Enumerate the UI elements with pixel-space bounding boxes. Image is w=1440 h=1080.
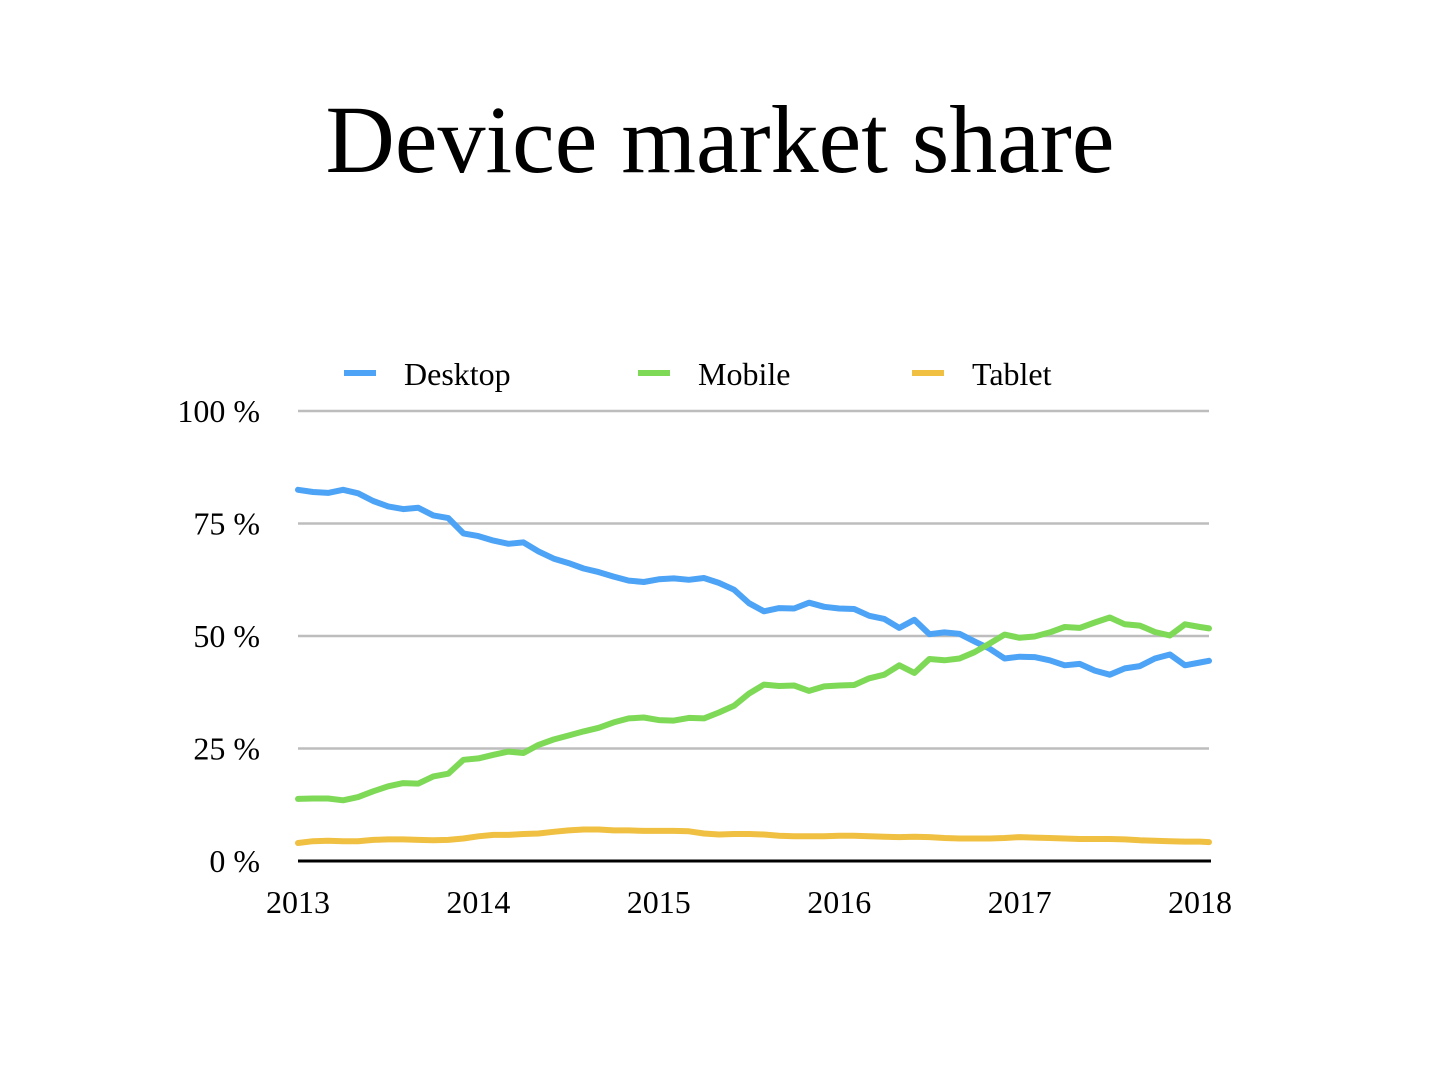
legend: Desktop Mobile Tablet — [344, 356, 1052, 392]
series-lines — [295, 486, 1212, 846]
legend-label-desktop: Desktop — [404, 356, 511, 392]
x-axis-ticks: 2013 2014 2015 2016 2017 2018 — [266, 884, 1232, 920]
legend-label-mobile: Mobile — [698, 356, 790, 392]
page-title: Device market share — [325, 86, 1115, 193]
y-tick-label: 0 % — [209, 843, 260, 879]
series-line-mobile — [295, 614, 1212, 804]
y-tick-label: 75 % — [193, 506, 260, 542]
x-tick-label: 2017 — [988, 884, 1052, 920]
x-tick-label: 2014 — [446, 884, 510, 920]
grid-lines — [298, 409, 1209, 750]
y-tick-label: 100 % — [177, 393, 260, 429]
series-line-tablet — [295, 826, 1212, 846]
y-tick-label: 50 % — [193, 618, 260, 654]
y-axis-ticks: 0 % 25 % 50 % 75 % 100 % — [177, 393, 260, 879]
x-tick-label: 2016 — [807, 884, 871, 920]
x-tick-label: 2013 — [266, 884, 330, 920]
x-tick-label: 2015 — [627, 884, 691, 920]
x-tick-label: 2018 — [1168, 884, 1232, 920]
y-tick-label: 25 % — [193, 731, 260, 767]
series-line-desktop — [295, 486, 1212, 678]
legend-label-tablet: Tablet — [972, 356, 1052, 392]
